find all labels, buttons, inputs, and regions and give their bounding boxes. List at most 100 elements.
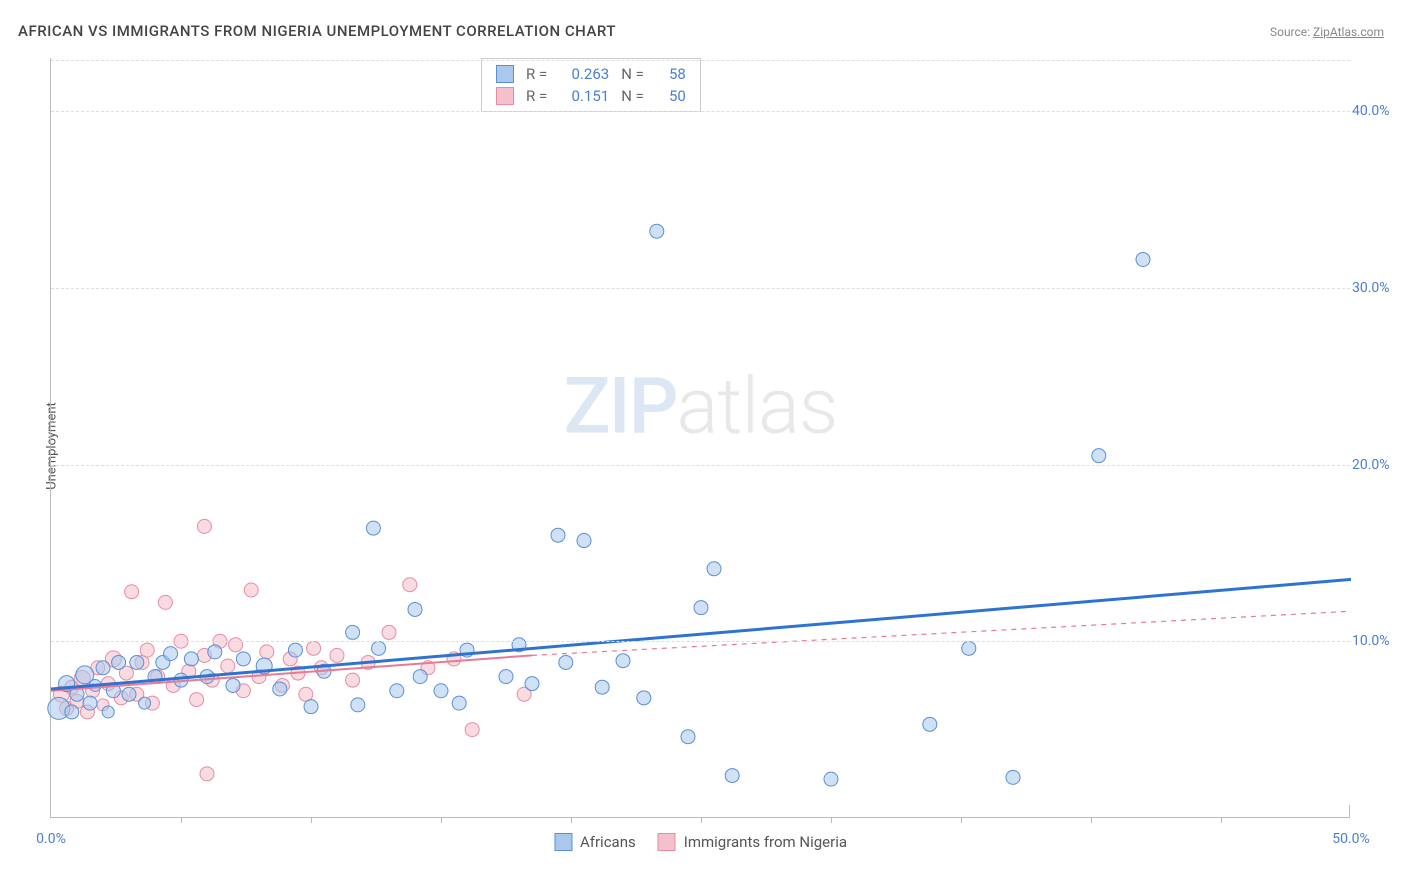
stat-n-value: 58 (656, 65, 686, 83)
y-tick-label: 20.0% (1352, 457, 1398, 473)
data-point (923, 717, 937, 731)
data-point (824, 772, 838, 786)
data-point (288, 643, 302, 657)
data-point (226, 678, 240, 692)
source-link[interactable]: ZipAtlas.com (1313, 25, 1384, 39)
data-point (83, 696, 97, 710)
gridline-h-top (51, 60, 1350, 61)
data-point (413, 670, 427, 684)
data-point (390, 684, 404, 698)
legend-swatch (496, 65, 514, 83)
data-point (260, 645, 274, 659)
data-point (346, 673, 360, 687)
data-point (96, 661, 110, 675)
legend-label: Immigrants from Nigeria (684, 833, 847, 851)
data-point (366, 521, 380, 535)
data-point (221, 659, 235, 673)
y-tick-label: 30.0% (1352, 280, 1398, 296)
bottom-legend: Africans Immigrants from Nigeria (554, 833, 847, 851)
legend-item: Africans (554, 833, 636, 851)
data-point (351, 698, 365, 712)
stat-r-label: R = (526, 87, 547, 105)
data-point (434, 684, 448, 698)
data-point (139, 697, 151, 709)
legend-swatch (496, 87, 514, 105)
data-point (525, 677, 539, 691)
chart-title: AFRICAN VS IMMIGRANTS FROM NIGERIA UNEMP… (18, 22, 616, 40)
data-point (125, 585, 139, 599)
stat-r-label: R = (526, 65, 547, 83)
data-point (273, 682, 287, 696)
data-point (694, 601, 708, 615)
data-point (1006, 770, 1020, 784)
data-point (130, 655, 144, 669)
data-point (962, 641, 976, 655)
x-tick (311, 817, 312, 823)
data-point (559, 655, 573, 669)
data-point (200, 767, 214, 781)
legend-label: Africans (580, 833, 636, 851)
data-point (102, 706, 114, 718)
data-point (382, 625, 396, 639)
data-point (637, 691, 651, 705)
data-point (112, 655, 126, 669)
gridline-h (51, 465, 1350, 466)
data-point (551, 528, 565, 542)
x-tick-label: 50.0% (1332, 831, 1370, 847)
data-point (164, 647, 178, 661)
x-tick (831, 817, 832, 823)
stats-legend-box: R = 0.263 N = 58 R = 0.151 N = 50 (481, 58, 701, 112)
data-point (122, 687, 136, 701)
gridline-h (51, 288, 1350, 289)
x-tick (701, 817, 702, 823)
data-point (465, 723, 479, 737)
stats-row: R = 0.151 N = 50 (482, 85, 700, 107)
y-tick-label: 10.0% (1352, 633, 1398, 649)
x-tick (441, 817, 442, 823)
stat-n-label: N = (621, 65, 644, 83)
trend-line (532, 611, 1351, 655)
data-point (158, 595, 172, 609)
plot-svg (51, 58, 1350, 817)
x-tick (1091, 817, 1092, 823)
data-point (452, 696, 466, 710)
source-attribution: Source: ZipAtlas.com (1270, 25, 1384, 39)
stat-r-value: 0.263 (559, 65, 609, 83)
data-point (372, 641, 386, 655)
data-point (650, 224, 664, 238)
data-point (1092, 449, 1106, 463)
data-point (616, 654, 630, 668)
data-point (140, 643, 154, 657)
data-point (304, 700, 318, 714)
plot-area: ZIPatlas R =0.263N =58R =0.151N =50 Afri… (50, 58, 1350, 818)
legend-swatch (658, 833, 676, 851)
stat-n-value: 50 (656, 87, 686, 105)
data-point (408, 602, 422, 616)
data-point (403, 578, 417, 592)
data-point (190, 693, 204, 707)
gridline-h (51, 111, 1350, 112)
x-tick (1221, 817, 1222, 823)
data-point (346, 625, 360, 639)
stat-r-value: 0.151 (559, 87, 609, 105)
gridline-h (51, 641, 1350, 642)
data-point (577, 534, 591, 548)
data-point (307, 641, 321, 655)
stats-row: R = 0.263 N = 58 (482, 63, 700, 85)
y-tick-label: 40.0% (1352, 103, 1398, 119)
data-point (236, 652, 250, 666)
x-tick (571, 817, 572, 823)
stat-n-label: N = (621, 87, 644, 105)
data-point (1136, 252, 1150, 266)
data-point (499, 670, 513, 684)
data-point (681, 730, 695, 744)
legend-item: Immigrants from Nigeria (658, 833, 847, 851)
x-tick-label: 0.0% (36, 831, 66, 847)
data-point (197, 519, 211, 533)
data-point (184, 652, 198, 666)
data-point (208, 645, 222, 659)
data-point (330, 648, 344, 662)
correlation-chart: AFRICAN VS IMMIGRANTS FROM NIGERIA UNEMP… (0, 0, 1406, 892)
right-axis-tick (1349, 805, 1350, 817)
data-point (229, 638, 243, 652)
